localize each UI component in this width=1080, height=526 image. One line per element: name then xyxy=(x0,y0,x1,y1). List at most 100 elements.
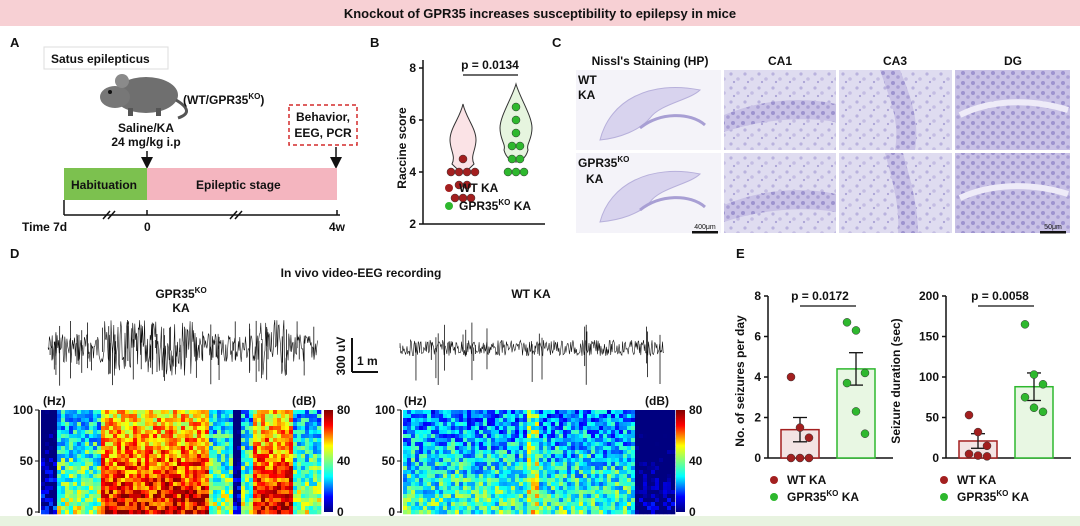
spec-ko-cell xyxy=(197,462,202,467)
spec-ko-cell xyxy=(233,414,238,419)
spec-wt-cell xyxy=(559,478,564,483)
spec-ko-cell xyxy=(309,494,314,499)
hp-formation-wt xyxy=(599,86,702,141)
spec-wt-cell xyxy=(555,470,560,475)
spec-ko-cell xyxy=(229,502,234,507)
spec-wt-cell xyxy=(527,446,532,451)
spec-wt-cell xyxy=(527,494,532,499)
colorbar-ko-tick-40: 40 xyxy=(337,454,351,468)
spec-ko-cell xyxy=(233,478,238,483)
spec-wt-cell xyxy=(523,414,528,419)
spec-ko-cell xyxy=(77,442,82,447)
spec-wt-cell xyxy=(615,510,620,515)
spec-wt-cell xyxy=(587,498,592,503)
spec-wt-cell xyxy=(463,470,468,475)
spec-ko-cell xyxy=(145,482,150,487)
spec-ko-cell xyxy=(253,482,258,487)
colorbar-ko xyxy=(324,410,333,512)
spec-ko-cell xyxy=(229,410,234,415)
spec-ko-cell xyxy=(117,494,122,499)
spec-ko-cell xyxy=(273,438,278,443)
spec-ko-cell xyxy=(189,466,194,471)
spec-wt-cell xyxy=(511,470,516,475)
colorbar-wt-tick-0: 0 xyxy=(689,505,696,519)
spec-wt-cell xyxy=(511,438,516,443)
spec-ko-cell xyxy=(269,450,274,455)
e-left-legend-wt: WT KA xyxy=(787,473,827,487)
spec-wt-cell xyxy=(659,418,664,423)
spec-ko-cell xyxy=(249,410,254,415)
spec-wt-cell xyxy=(555,506,560,511)
spec-wt-cell xyxy=(623,430,628,435)
spec-wt-cell xyxy=(507,426,512,431)
spec-ko-cell xyxy=(317,442,322,447)
spec-ko-cell xyxy=(273,486,278,491)
spec-ko-cell xyxy=(269,478,274,483)
spec-wt-cell xyxy=(431,502,436,507)
spec-wt-cell xyxy=(563,446,568,451)
spec-wt-cell xyxy=(403,422,408,427)
spec-wt-cell xyxy=(475,478,480,483)
spec-wt-cell xyxy=(467,446,472,451)
spec-wt-cell xyxy=(503,418,508,423)
spec-wt-cell xyxy=(483,502,488,507)
spec-wt-cell xyxy=(431,474,436,479)
spec-ko-cell xyxy=(53,486,58,491)
spec-wt-cell xyxy=(615,422,620,427)
spec-ko-cell xyxy=(293,418,298,423)
spec-ko-cell xyxy=(241,470,246,475)
spec-ko-cell xyxy=(77,470,82,475)
spec-ko-cell xyxy=(157,466,162,471)
spec-wt-cell xyxy=(651,486,656,491)
spec-ko-cell xyxy=(297,458,302,463)
spec-ko-cell xyxy=(309,462,314,467)
spec-wt-cell xyxy=(667,410,672,415)
spec-ko-cell xyxy=(109,466,114,471)
spec-wt-cell xyxy=(587,462,592,467)
spec-ko-cell xyxy=(145,442,150,447)
spec-wt-cell xyxy=(655,486,660,491)
spec-wt-cell xyxy=(423,474,428,479)
spec-ko-cell xyxy=(305,414,310,419)
spec-wt-cell xyxy=(635,418,640,423)
spec-wt-cell xyxy=(663,510,668,515)
spec-ko-cell xyxy=(205,418,210,423)
spec-ko-cell xyxy=(309,482,314,487)
spec-wt-cell xyxy=(407,478,412,483)
spec-wt-cell xyxy=(591,482,596,487)
spec-wt-cell xyxy=(415,482,420,487)
spec-ko-cell xyxy=(197,458,202,463)
spec-ko-cell xyxy=(201,502,206,507)
spec-wt-cell xyxy=(603,498,608,503)
spec-ko-cell xyxy=(265,490,270,495)
spec-ko-cell xyxy=(285,430,290,435)
spec-wt-cell xyxy=(539,486,544,491)
spec-wt-cell xyxy=(419,410,424,415)
spec-wt-cell xyxy=(499,494,504,499)
spec-ko-cell xyxy=(165,410,170,415)
spec-ko-cell xyxy=(45,422,50,427)
spec-ko-cell xyxy=(313,498,318,503)
spec-ko-cell xyxy=(125,502,130,507)
spec-ko-cell xyxy=(277,434,282,439)
spec-ko-cell xyxy=(177,426,182,431)
spec-wt-cell xyxy=(431,454,436,459)
spec-ko-cell xyxy=(305,466,310,471)
spec-wt-cell xyxy=(651,466,656,471)
spec-wt-cell xyxy=(459,438,464,443)
spec-wt-cell xyxy=(547,410,552,415)
spec-wt-cell xyxy=(535,426,540,431)
spec-ko-cell xyxy=(153,474,158,479)
spec-wt-cell xyxy=(599,454,604,459)
spec-ko-cell xyxy=(45,490,50,495)
spec-wt-cell xyxy=(599,434,604,439)
spec-wt-cell xyxy=(635,510,640,515)
spec-wt-cell xyxy=(479,490,484,495)
scale-bar-50-label: 50μm xyxy=(1044,224,1062,231)
spec-wt-cell xyxy=(667,466,672,471)
spec-wt-cell xyxy=(607,426,612,431)
spec-wt-cell xyxy=(667,426,672,431)
spec-ko-cell xyxy=(221,502,226,507)
spec-ko-cell xyxy=(65,486,70,491)
spec-ko-cell xyxy=(213,502,218,507)
